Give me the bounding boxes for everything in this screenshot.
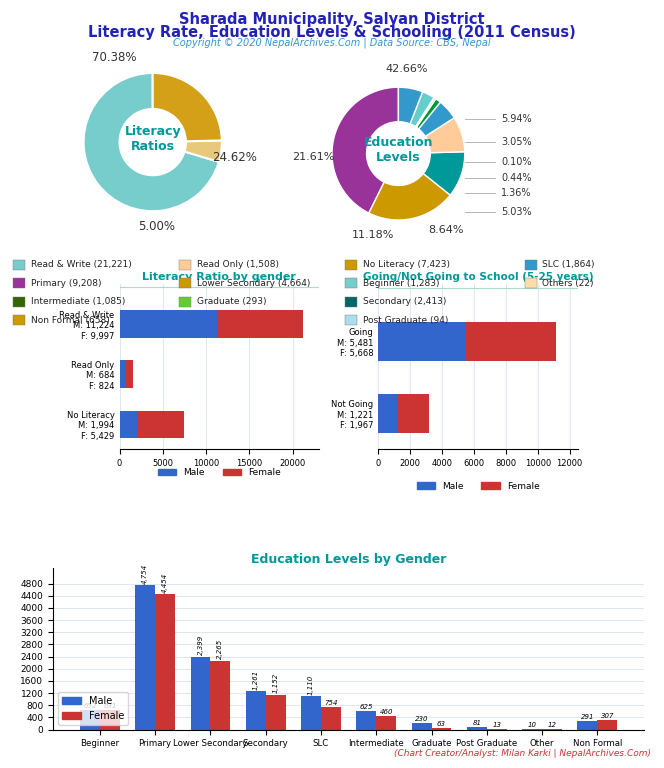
Text: 754: 754 [324, 700, 338, 706]
Text: 0.44%: 0.44% [501, 173, 532, 183]
Text: Intermediate (1,085): Intermediate (1,085) [31, 297, 125, 306]
Text: 307: 307 [600, 713, 614, 720]
Bar [246, 691, 266, 730]
Bar [301, 696, 321, 730]
Title: Education Levels by Gender: Education Levels by Gender [251, 553, 446, 566]
Title: Literacy Ratio by gender: Literacy Ratio by gender [142, 272, 296, 282]
Text: 5.03%: 5.03% [501, 207, 532, 217]
Legend: Male, Female: Male, Female [154, 465, 284, 481]
Text: Primary (9,208): Primary (9,208) [31, 279, 101, 288]
Bar [376, 716, 396, 730]
Wedge shape [369, 174, 450, 220]
Text: 631: 631 [103, 703, 117, 710]
Wedge shape [416, 98, 436, 127]
Text: Literacy
Ratios: Literacy Ratios [124, 124, 181, 153]
Text: Others (22): Others (22) [542, 279, 594, 288]
Text: 42.66%: 42.66% [385, 64, 428, 74]
Text: 0.10%: 0.10% [501, 157, 532, 167]
Text: No Literacy (7,423): No Literacy (7,423) [363, 260, 450, 270]
Text: 24.62%: 24.62% [212, 151, 257, 164]
Text: Literacy Rate, Education Levels & Schooling (2011 Census): Literacy Rate, Education Levels & School… [88, 25, 576, 40]
Text: 1,152: 1,152 [273, 673, 279, 694]
Bar [398, 394, 430, 433]
Text: 230: 230 [415, 716, 428, 722]
Bar [155, 594, 175, 730]
Text: 70.38%: 70.38% [92, 51, 137, 65]
Text: 2,399: 2,399 [197, 635, 203, 655]
Bar [137, 411, 184, 438]
Text: 12: 12 [548, 723, 556, 728]
Wedge shape [398, 88, 422, 124]
Wedge shape [416, 99, 440, 129]
Text: 10: 10 [528, 723, 537, 728]
Text: Lower Secondary (4,664): Lower Secondary (4,664) [197, 279, 310, 288]
Bar [120, 310, 216, 338]
Bar [135, 585, 155, 730]
Bar [321, 707, 341, 730]
Wedge shape [416, 98, 434, 127]
Wedge shape [84, 73, 219, 211]
Bar [357, 710, 376, 730]
Legend: Male, Female: Male, Female [413, 478, 543, 495]
Bar [432, 728, 452, 730]
Text: 1,261: 1,261 [253, 670, 259, 690]
Bar [191, 657, 210, 730]
Text: Secondary (2,413): Secondary (2,413) [363, 297, 446, 306]
Text: 652: 652 [83, 703, 97, 709]
Title: Going/Not Going to School (5-25 years): Going/Not Going to School (5-25 years) [363, 272, 594, 282]
Text: 1,110: 1,110 [308, 674, 314, 694]
Text: 13: 13 [492, 722, 501, 728]
Bar [120, 411, 137, 438]
Bar [80, 710, 100, 730]
Text: 1.36%: 1.36% [501, 188, 532, 198]
Wedge shape [425, 118, 465, 153]
Bar [125, 360, 133, 388]
Text: Sharada Municipality, Salyan District: Sharada Municipality, Salyan District [179, 12, 485, 28]
Text: 63: 63 [437, 721, 446, 727]
Bar [266, 694, 286, 730]
Wedge shape [418, 102, 454, 137]
Text: 4,454: 4,454 [162, 573, 168, 593]
Text: Beginner (1,283): Beginner (1,283) [363, 279, 439, 288]
Bar [378, 322, 466, 361]
Text: Education
Levels: Education Levels [364, 136, 433, 164]
Text: 2,265: 2,265 [217, 639, 223, 660]
Text: 81: 81 [472, 720, 481, 727]
Bar [210, 660, 230, 730]
Wedge shape [423, 152, 465, 195]
Legend: Male, Female: Male, Female [58, 692, 128, 725]
Bar [598, 720, 618, 730]
Text: 3.05%: 3.05% [501, 137, 532, 147]
Text: SLC (1,864): SLC (1,864) [542, 260, 594, 270]
Text: 291: 291 [580, 713, 594, 720]
Bar [120, 360, 125, 388]
Bar [216, 310, 303, 338]
Text: 8.64%: 8.64% [428, 225, 464, 235]
Bar [578, 720, 598, 730]
Wedge shape [185, 141, 222, 162]
Text: 11.18%: 11.18% [352, 230, 394, 240]
Text: 625: 625 [359, 703, 373, 710]
Text: 460: 460 [379, 709, 393, 715]
Wedge shape [153, 73, 222, 141]
Wedge shape [410, 91, 434, 127]
Text: Non Formal (658): Non Formal (658) [31, 316, 110, 325]
Text: 5.00%: 5.00% [137, 220, 175, 233]
Text: (Chart Creator/Analyst: Milan Karki | NepalArchives.Com): (Chart Creator/Analyst: Milan Karki | Ne… [394, 749, 651, 758]
Bar [467, 727, 487, 730]
Text: 5.94%: 5.94% [501, 114, 532, 124]
Bar [466, 322, 556, 361]
Text: Read Only (1,508): Read Only (1,508) [197, 260, 278, 270]
Text: Read & Write (21,221): Read & Write (21,221) [31, 260, 131, 270]
Text: 4,754: 4,754 [142, 564, 148, 584]
Bar [100, 710, 120, 730]
Text: Post Graduate (94): Post Graduate (94) [363, 316, 448, 325]
Text: Graduate (293): Graduate (293) [197, 297, 266, 306]
Text: 21.61%: 21.61% [292, 152, 335, 162]
Wedge shape [332, 88, 398, 213]
Text: Copyright © 2020 NepalArchives.Com | Data Source: CBS, Nepal: Copyright © 2020 NepalArchives.Com | Dat… [173, 38, 491, 48]
Bar [378, 394, 398, 433]
Bar [412, 723, 432, 730]
